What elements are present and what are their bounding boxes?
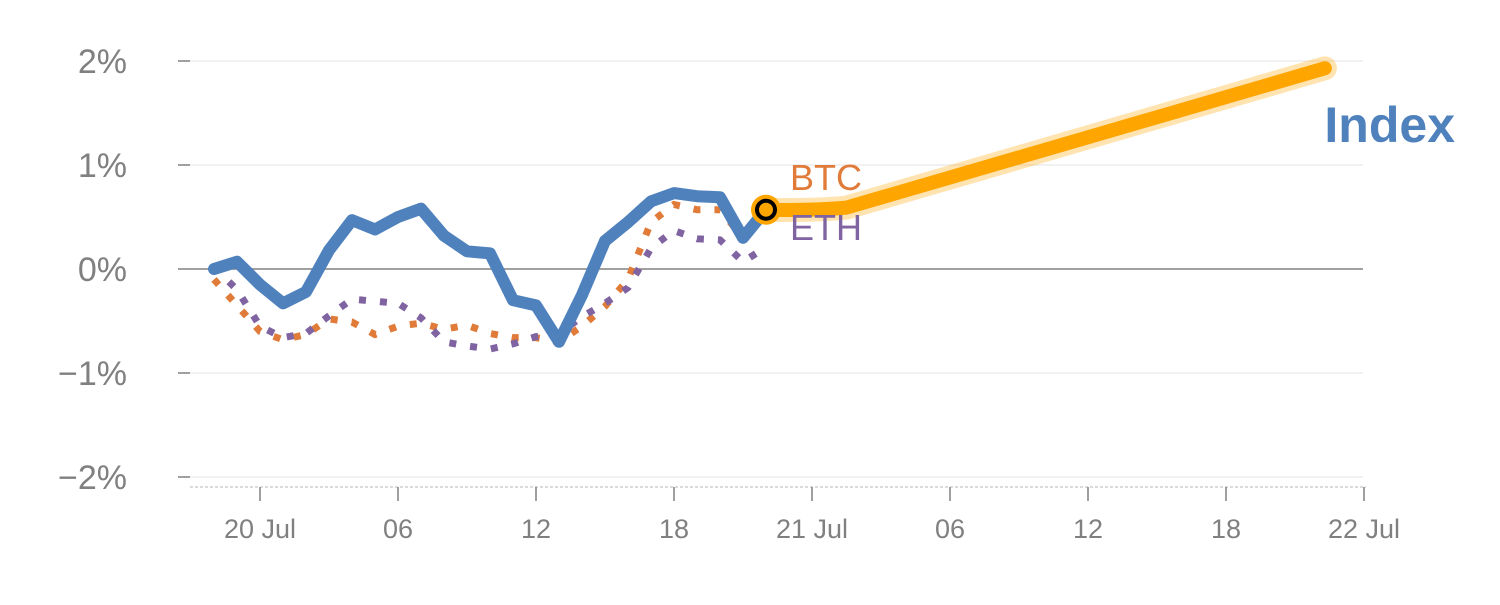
- y-tick-label: 0%: [78, 251, 127, 289]
- x-tick-label: 12: [521, 514, 551, 544]
- y-tick-label: −1%: [58, 355, 127, 393]
- x-tick-label: 22 Jul: [1328, 514, 1400, 544]
- x-tick-label: 12: [1073, 514, 1103, 544]
- x-tick-label: 06: [935, 514, 965, 544]
- y-tick-label: 2%: [78, 43, 127, 81]
- btc-label: BTC: [790, 157, 862, 198]
- eth-label: ETH: [790, 207, 862, 248]
- x-tick-label: 18: [659, 514, 689, 544]
- series-btc-line: [211, 200, 769, 346]
- x-tick-label: 06: [383, 514, 413, 544]
- y-tick-label: 1%: [78, 147, 127, 185]
- current-point-marker: [755, 198, 777, 221]
- x-tick-label: 20 Jul: [224, 514, 296, 544]
- x-tick-label: 21 Jul: [776, 514, 848, 544]
- x-tick-label: 18: [1211, 514, 1241, 544]
- index-label: Index: [1324, 97, 1455, 153]
- series-index-line: [208, 187, 772, 348]
- y-tick-label: −2%: [58, 459, 127, 497]
